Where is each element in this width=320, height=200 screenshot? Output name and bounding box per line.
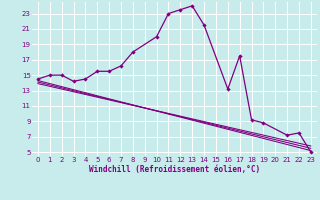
- X-axis label: Windchill (Refroidissement éolien,°C): Windchill (Refroidissement éolien,°C): [89, 165, 260, 174]
